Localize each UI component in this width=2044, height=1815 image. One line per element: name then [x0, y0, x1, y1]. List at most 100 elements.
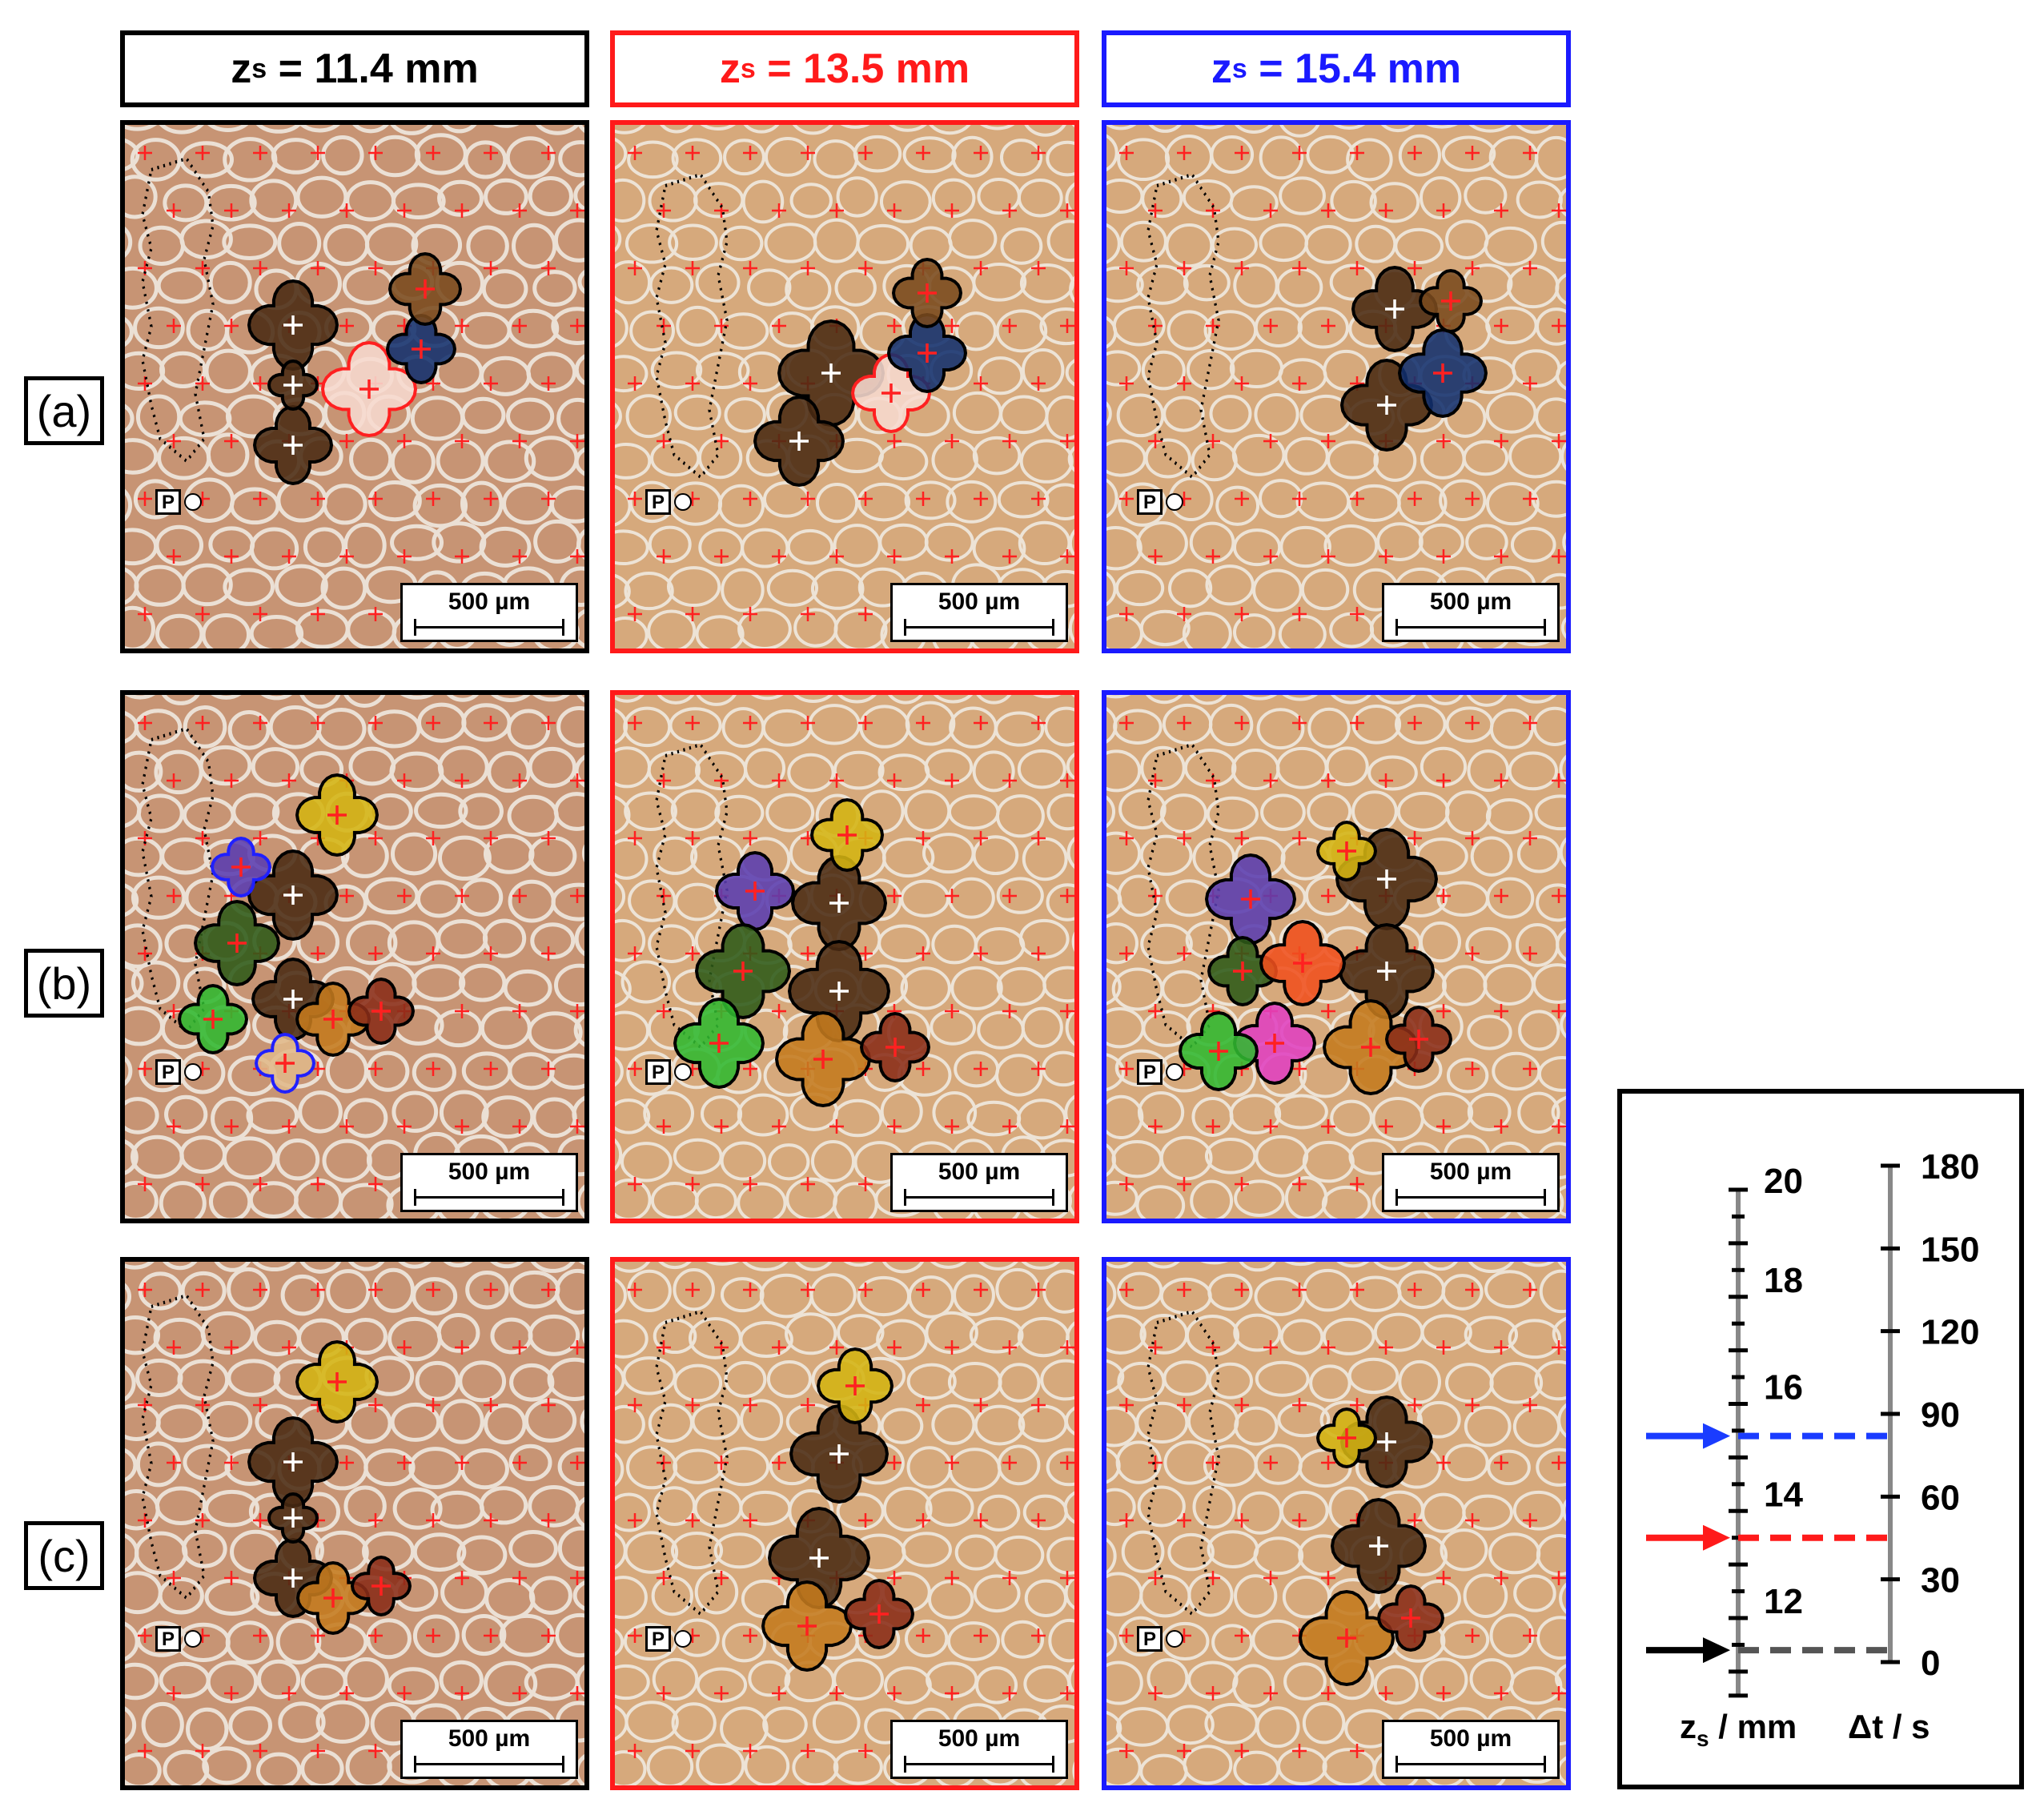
scale-bar: 500 µm	[1382, 1720, 1560, 1779]
scale-bar: 500 µm	[1382, 583, 1560, 642]
micrograph-image	[1106, 125, 1566, 649]
micrograph-image	[615, 1262, 1074, 1785]
position-marker-dot	[1166, 493, 1183, 511]
scale-bar: 500 µm	[890, 1153, 1068, 1212]
scale-bar-line	[1395, 1189, 1546, 1206]
position-marker-label: P	[1137, 1626, 1163, 1652]
micrograph-panel: P 500 µm	[610, 690, 1079, 1223]
header-z-sub: s	[740, 53, 756, 84]
scale-bar-line	[904, 619, 1054, 636]
zs-axis-label: zs / mm	[1680, 1708, 1797, 1751]
position-marker-label: P	[645, 1059, 671, 1085]
zs-tick-label: 20	[1764, 1162, 1803, 1201]
position-marker-dot	[674, 1630, 692, 1648]
header-z-label: z	[231, 46, 252, 92]
legend-axes: 20 18 16 14 12 180 150 120 90 60 30 0 zs / mm Δt / s	[1646, 1147, 1979, 1751]
micrograph-image	[125, 125, 584, 649]
scale-bar-label: 500 µm	[1429, 588, 1512, 615]
dt-axis-label: Δt / s	[1848, 1708, 1930, 1745]
scale-bar-label: 500 µm	[1429, 1725, 1512, 1752]
scale-bar: 500 µm	[890, 583, 1068, 642]
position-marker-label: P	[645, 1626, 671, 1652]
scale-bar-line	[414, 1756, 564, 1773]
position-marker: P	[645, 1626, 692, 1652]
scale-bar-label: 500 µm	[448, 588, 531, 615]
position-marker-dot	[184, 493, 202, 511]
dt-tick-label: 180	[1921, 1147, 1979, 1187]
header-value: = 13.5 mm	[755, 46, 970, 92]
micrograph-panel: P 500 µm	[1102, 690, 1571, 1223]
micrograph-image	[615, 125, 1074, 649]
position-marker: P	[1137, 1059, 1183, 1085]
position-marker-label: P	[1137, 1059, 1163, 1085]
micrograph-panel: P 500 µm	[610, 1257, 1079, 1790]
micrograph-image	[125, 695, 584, 1219]
position-marker: P	[645, 1059, 692, 1085]
position-marker-dot	[184, 1630, 202, 1648]
scale-bar-line	[1395, 619, 1546, 636]
time-step-arrow	[1646, 1423, 1890, 1449]
scale-bar-line	[904, 1756, 1054, 1773]
micrograph-image	[1106, 1262, 1566, 1785]
zs-tick-label: 14	[1764, 1475, 1803, 1514]
dt-tick-label: 90	[1921, 1395, 1960, 1435]
scale-bar-label: 500 µm	[938, 588, 1021, 615]
scale-bar: 500 µm	[400, 1153, 578, 1212]
position-marker: P	[155, 1626, 202, 1652]
position-marker-dot	[184, 1063, 202, 1081]
time-axis-legend: 20 18 16 14 12 180 150 120 90 60 30 0 zs / mm Δt / s	[1617, 1089, 2024, 1789]
position-marker-dot	[674, 493, 692, 511]
position-marker: P	[155, 489, 202, 515]
scale-bar-line	[414, 1189, 564, 1206]
scale-bar-label: 500 µm	[448, 1725, 531, 1752]
position-marker-dot	[1166, 1630, 1183, 1648]
scale-bar-label: 500 µm	[448, 1158, 531, 1185]
time-step-arrow	[1646, 1637, 1890, 1664]
position-marker-label: P	[1137, 489, 1163, 515]
micrograph-image	[1106, 695, 1566, 1219]
micrograph-panel: P 500 µm	[120, 690, 589, 1223]
micrograph-image	[615, 695, 1074, 1219]
header-value: = 11.4 mm	[267, 46, 479, 92]
position-marker: P	[1137, 489, 1183, 515]
scale-bar-line	[1395, 1756, 1546, 1773]
dt-tick-label: 150	[1921, 1230, 1979, 1269]
position-marker: P	[155, 1059, 202, 1085]
row-label-c: (c)	[24, 1521, 104, 1590]
position-marker: P	[645, 489, 692, 515]
scale-bar: 500 µm	[400, 1720, 578, 1779]
zs-tick-label: 18	[1764, 1261, 1803, 1300]
scale-bar: 500 µm	[890, 1720, 1068, 1779]
position-marker-dot	[674, 1063, 692, 1081]
zs-tick-label: 12	[1764, 1582, 1803, 1621]
dt-tick-label: 120	[1921, 1313, 1979, 1352]
scale-bar-label: 500 µm	[938, 1158, 1021, 1185]
micrograph-panel: P 500 µm	[610, 120, 1079, 653]
time-step-arrow	[1646, 1524, 1890, 1551]
header-z-label: z	[719, 46, 741, 92]
dt-tick-label: 30	[1921, 1561, 1960, 1600]
dt-tick-label: 0	[1921, 1644, 1940, 1683]
micrograph-panel: P 500 µm	[120, 1257, 589, 1790]
scale-bar: 500 µm	[1382, 1153, 1560, 1212]
header-z-sub: s	[1231, 53, 1247, 84]
position-marker-dot	[1166, 1063, 1183, 1081]
micrograph-panel: P 500 µm	[1102, 1257, 1571, 1790]
position-marker-label: P	[155, 1059, 181, 1085]
scale-bar-line	[414, 619, 564, 636]
micrograph-image	[125, 1262, 584, 1785]
position-marker-label: P	[155, 489, 181, 515]
zs-tick-label: 16	[1764, 1368, 1803, 1407]
header-value: = 15.4 mm	[1247, 46, 1462, 92]
header-z-label: z	[1211, 46, 1232, 92]
position-marker: P	[1137, 1626, 1183, 1652]
scale-bar-label: 500 µm	[1429, 1158, 1512, 1185]
position-marker-label: P	[155, 1626, 181, 1652]
micrograph-panel: P 500 µm	[1102, 120, 1571, 653]
scale-bar: 500 µm	[400, 583, 578, 642]
scale-bar-label: 500 µm	[938, 1725, 1021, 1752]
header-z-sub: s	[251, 53, 267, 84]
